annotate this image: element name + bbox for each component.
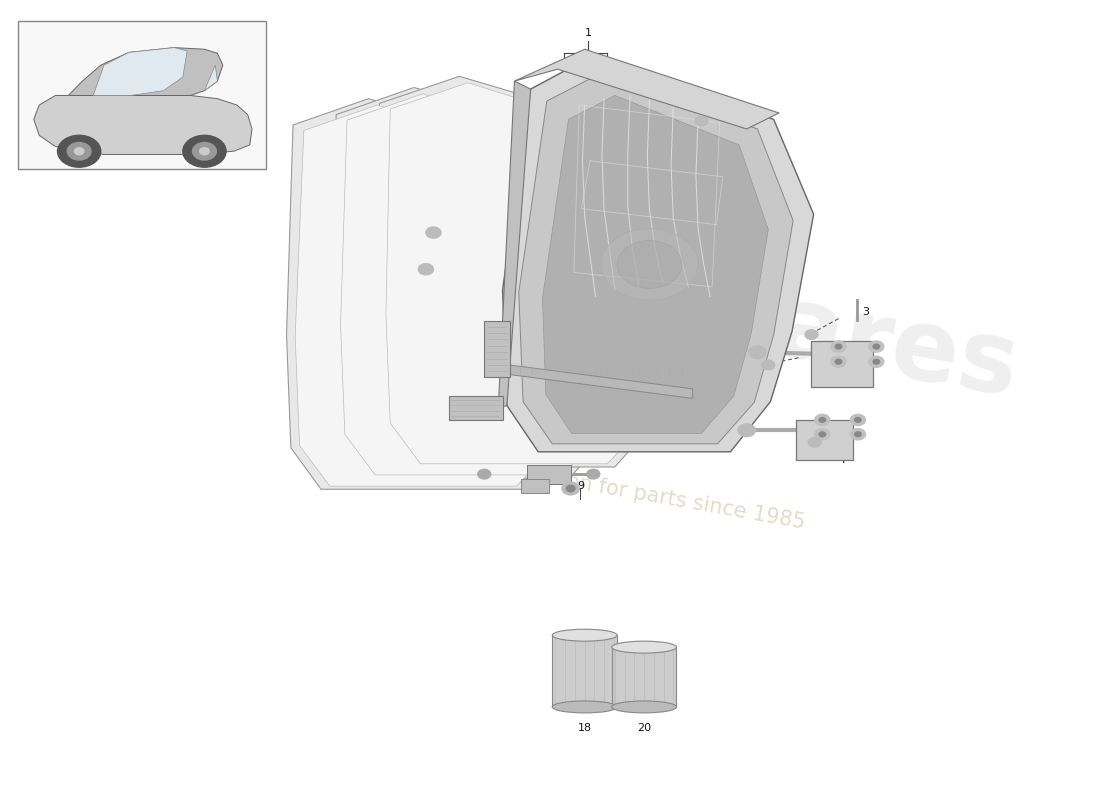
Circle shape xyxy=(873,344,880,349)
Text: 2: 2 xyxy=(561,60,568,70)
Circle shape xyxy=(477,470,491,479)
Text: 4: 4 xyxy=(872,357,880,366)
Circle shape xyxy=(830,356,846,367)
Circle shape xyxy=(617,241,682,288)
Circle shape xyxy=(815,414,829,426)
Polygon shape xyxy=(519,73,793,444)
Polygon shape xyxy=(377,76,700,467)
Circle shape xyxy=(562,482,580,495)
Polygon shape xyxy=(68,48,223,95)
Polygon shape xyxy=(34,95,252,154)
Text: 7: 7 xyxy=(556,431,562,441)
Polygon shape xyxy=(94,48,187,95)
Polygon shape xyxy=(332,87,653,478)
Ellipse shape xyxy=(552,701,617,713)
Circle shape xyxy=(75,148,84,154)
Text: 10: 10 xyxy=(513,457,527,467)
Circle shape xyxy=(850,429,866,440)
FancyBboxPatch shape xyxy=(449,396,503,420)
Circle shape xyxy=(869,356,884,367)
Polygon shape xyxy=(509,365,693,398)
Circle shape xyxy=(820,418,825,422)
Polygon shape xyxy=(503,57,814,452)
FancyBboxPatch shape xyxy=(521,479,549,494)
Text: 11: 11 xyxy=(338,357,352,366)
Circle shape xyxy=(192,142,217,160)
Polygon shape xyxy=(341,94,641,475)
Polygon shape xyxy=(295,105,595,486)
Circle shape xyxy=(855,418,861,422)
FancyBboxPatch shape xyxy=(612,647,676,707)
Text: 1: 1 xyxy=(584,28,592,38)
Polygon shape xyxy=(542,95,768,434)
Circle shape xyxy=(67,142,91,160)
Text: 18: 18 xyxy=(578,723,592,734)
Text: 13: 13 xyxy=(484,357,497,366)
Circle shape xyxy=(183,135,227,167)
Circle shape xyxy=(762,360,774,370)
Text: 5: 5 xyxy=(814,347,822,357)
Text: 16: 16 xyxy=(381,258,395,268)
Circle shape xyxy=(805,330,818,339)
Circle shape xyxy=(820,432,825,437)
Circle shape xyxy=(749,346,766,358)
Circle shape xyxy=(855,432,861,437)
Circle shape xyxy=(566,486,575,492)
Circle shape xyxy=(815,429,829,440)
Circle shape xyxy=(850,414,866,426)
Text: 20: 20 xyxy=(637,723,651,734)
Circle shape xyxy=(601,229,698,300)
Circle shape xyxy=(738,424,756,437)
Polygon shape xyxy=(286,98,608,490)
Ellipse shape xyxy=(612,701,676,713)
Circle shape xyxy=(869,341,884,352)
Circle shape xyxy=(830,341,846,352)
Text: 8: 8 xyxy=(432,403,439,413)
Circle shape xyxy=(835,344,842,349)
Text: 6: 6 xyxy=(465,338,473,347)
Text: 15: 15 xyxy=(388,220,403,230)
Circle shape xyxy=(426,227,441,238)
Polygon shape xyxy=(515,50,779,129)
FancyBboxPatch shape xyxy=(552,635,617,707)
Circle shape xyxy=(873,359,880,364)
FancyBboxPatch shape xyxy=(484,321,510,377)
FancyBboxPatch shape xyxy=(811,342,872,387)
Circle shape xyxy=(808,438,822,447)
Polygon shape xyxy=(498,81,530,408)
Text: 3: 3 xyxy=(604,60,611,70)
Text: 2: 2 xyxy=(844,434,850,443)
Circle shape xyxy=(586,470,600,479)
Circle shape xyxy=(418,264,433,275)
Polygon shape xyxy=(205,65,218,90)
Circle shape xyxy=(835,359,842,364)
Text: 9: 9 xyxy=(576,481,584,491)
Circle shape xyxy=(200,148,209,154)
FancyBboxPatch shape xyxy=(796,420,852,460)
Ellipse shape xyxy=(612,641,676,653)
Text: 3: 3 xyxy=(862,307,869,318)
Circle shape xyxy=(695,116,707,126)
Text: 4: 4 xyxy=(838,454,845,465)
Ellipse shape xyxy=(552,630,617,641)
Text: a passion for parts since 1985: a passion for parts since 1985 xyxy=(493,458,806,533)
Text: 14: 14 xyxy=(683,88,697,98)
Polygon shape xyxy=(386,82,686,464)
FancyBboxPatch shape xyxy=(18,22,266,169)
Text: 12: 12 xyxy=(299,331,314,342)
FancyBboxPatch shape xyxy=(527,465,571,484)
Text: euroPares: euroPares xyxy=(446,223,1026,418)
Circle shape xyxy=(57,135,101,167)
